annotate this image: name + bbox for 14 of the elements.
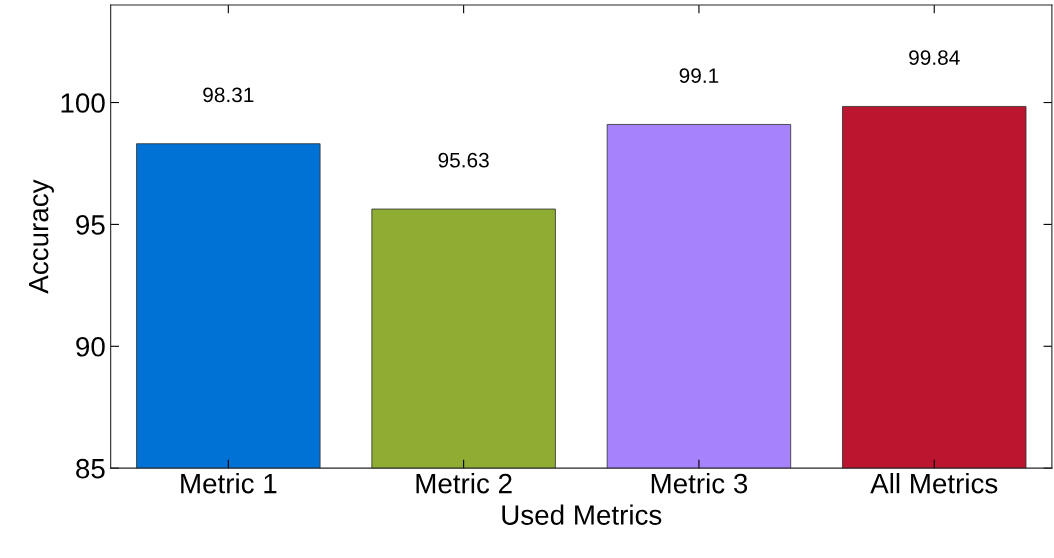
data-label: 98.31 xyxy=(203,87,254,103)
y-tick-label: 85 xyxy=(76,458,105,479)
y-tick-label: 90 xyxy=(76,336,105,357)
x-axis-title: Used Metrics xyxy=(502,504,662,525)
data-label: 99.1 xyxy=(679,68,719,83)
x-tick-label: Metric 2 xyxy=(416,473,512,494)
x-tick-label: All Metrics xyxy=(870,473,998,494)
y-axis-title: Accuracy xyxy=(29,179,54,294)
data-label: 99.84 xyxy=(909,50,960,65)
x-tick-label: Metric 1 xyxy=(181,473,277,494)
data-label: 95.63 xyxy=(438,152,489,168)
x-tick-label: Metric 3 xyxy=(651,473,748,494)
y-tick-label: 100 xyxy=(61,93,105,113)
y-tick-label: 95 xyxy=(76,215,105,235)
